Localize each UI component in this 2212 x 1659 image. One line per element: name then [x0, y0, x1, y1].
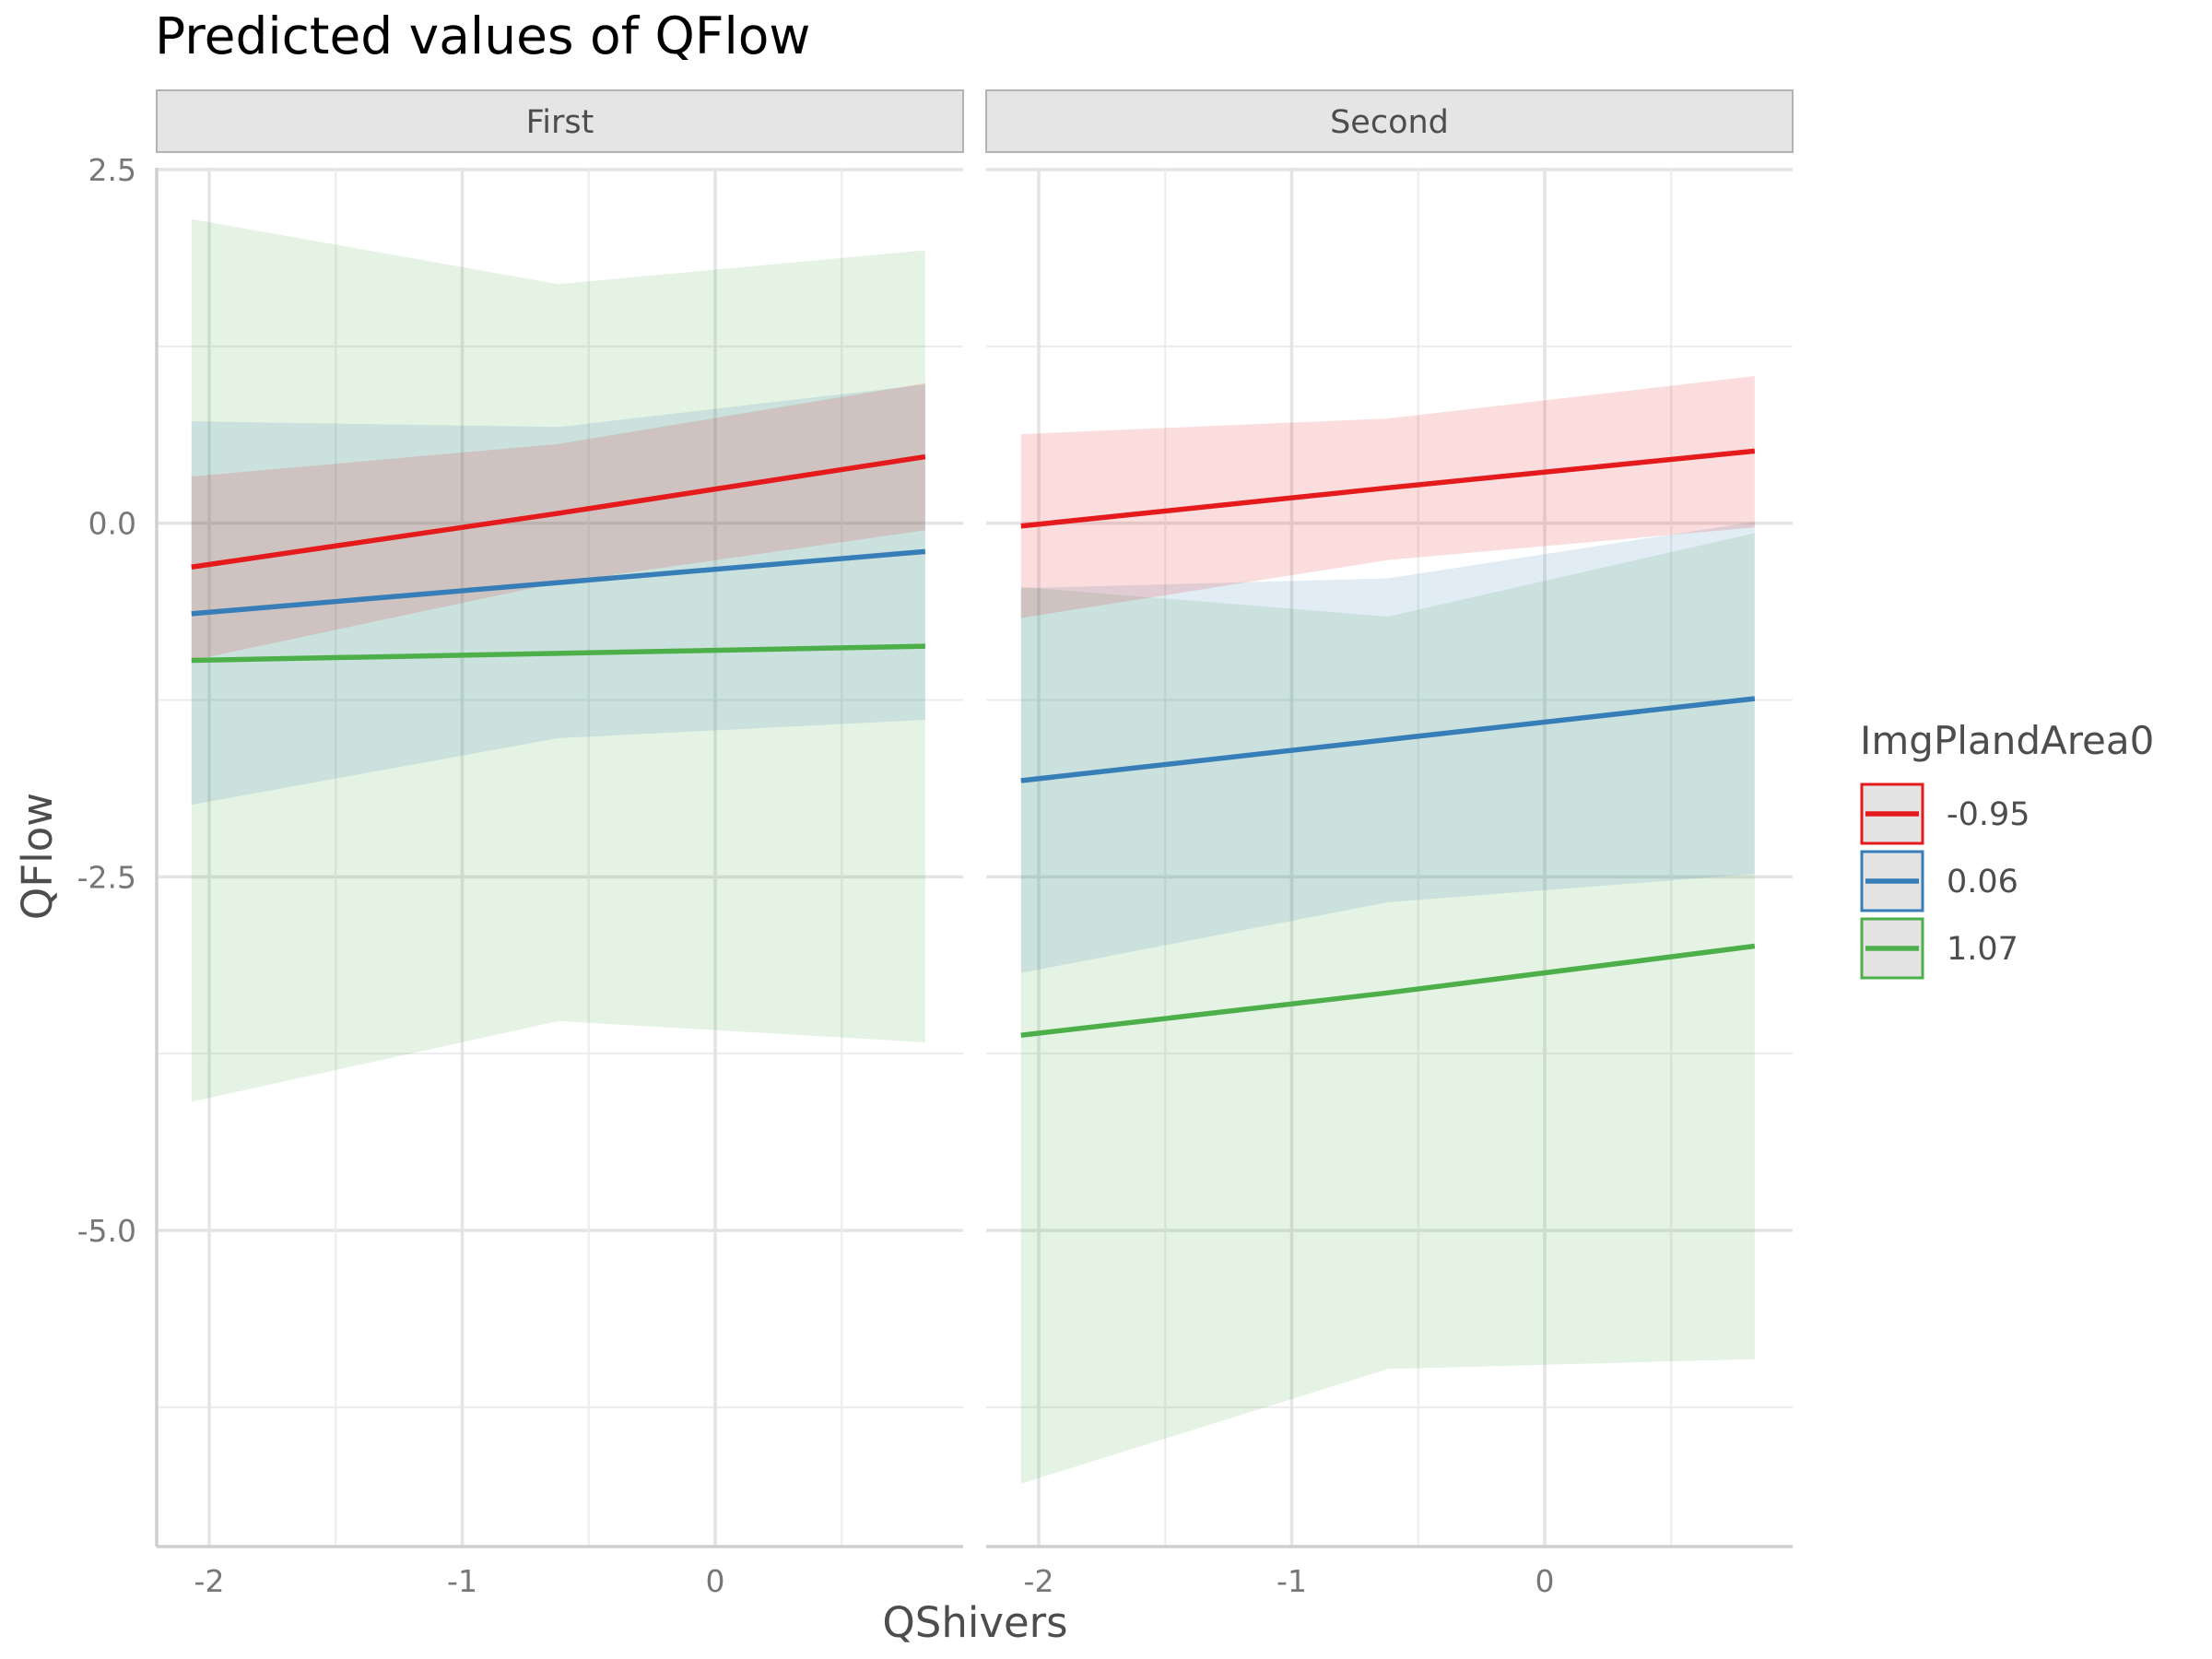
- series-line-1.07: [191, 643, 925, 664]
- ci-ribbon-0.06: [1020, 522, 1755, 973]
- x-tick-label: 0: [1535, 1563, 1555, 1599]
- series-line-1.07: [1020, 943, 1756, 1038]
- y-tick-label: 2.5: [88, 152, 136, 188]
- series-line-0.06: [191, 548, 926, 617]
- legend-label: 0.06: [1947, 864, 2018, 900]
- facet-strip: [156, 89, 964, 153]
- y-tick-label: -5.0: [77, 1213, 136, 1249]
- x-tick-label: -2: [194, 1563, 225, 1599]
- y-tick-label: 0.0: [88, 506, 136, 542]
- facet-strip: [985, 89, 1794, 153]
- x-axis-title: QShivers: [882, 1598, 1067, 1647]
- x-tick-label: -1: [447, 1563, 477, 1599]
- x-tick-label: -2: [1024, 1563, 1054, 1599]
- facet-strip-label: Second: [1330, 104, 1449, 141]
- legend-label: 1.07: [1947, 931, 2018, 968]
- ci-ribbon--0.95: [1020, 376, 1755, 618]
- x-tick-label: -1: [1277, 1563, 1307, 1599]
- panel-first: First 2.5 0.0 -2.5 -5.0 -2 -1 0: [77, 89, 964, 1599]
- y-axis-title: QFlow: [13, 793, 62, 920]
- legend-item-0.06: 0.06: [1860, 850, 2018, 912]
- ci-ribbon-0.06: [191, 384, 925, 806]
- series-line-0.06: [1020, 696, 1756, 783]
- legend-title: ImgPlandArea0: [1860, 718, 2154, 763]
- gridlines: [157, 168, 963, 1547]
- legend-item-1.07: 1.07: [1860, 917, 2018, 980]
- chart-title: Predicted values of QFlow: [155, 6, 810, 65]
- y-tick-label: -2.5: [77, 859, 136, 895]
- ci-ribbon-1.07: [1020, 533, 1755, 1484]
- ci-ribbon-1.07: [191, 218, 925, 1102]
- series-line--0.95: [1020, 448, 1756, 529]
- x-tick-label: 0: [706, 1563, 725, 1599]
- gridlines: [986, 168, 1793, 1547]
- facet-strip-label: First: [526, 104, 594, 141]
- legend-label: -0.95: [1947, 796, 2030, 833]
- ci-ribbon--0.95: [191, 382, 925, 661]
- legend: ImgPlandArea0 -0.95 0.06 1.07: [1860, 718, 2154, 980]
- series-line--0.95: [191, 453, 926, 570]
- panel-second: Second -2 -1 0: [985, 89, 1794, 1599]
- legend-item--0.95: -0.95: [1860, 782, 2030, 845]
- panels-layer: First 2.5 0.0 -2.5 -5.0 -2 -1 0 Second -2 -1 0: [77, 89, 1794, 1599]
